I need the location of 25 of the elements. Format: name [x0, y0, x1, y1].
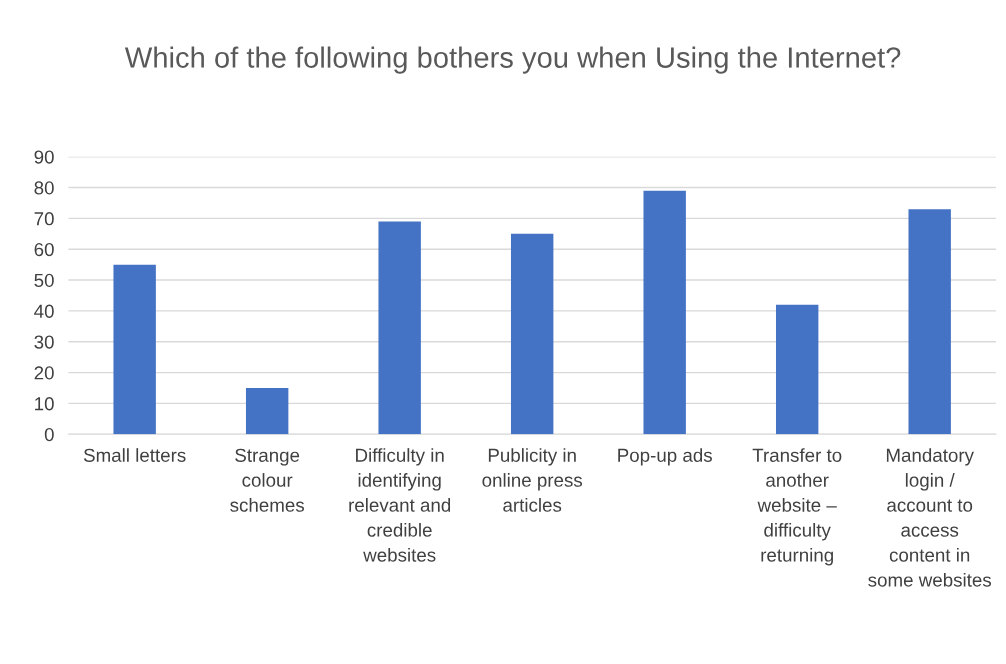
y-tick-label: 0	[44, 427, 54, 442]
y-tick-label: 90	[34, 150, 54, 164]
y-tick-label: 20	[34, 366, 54, 380]
bar	[775, 304, 819, 435]
bar	[378, 221, 421, 435]
bar	[245, 388, 289, 435]
y-tick-label: 70	[34, 212, 54, 226]
y-tick-label: 60	[34, 242, 54, 257]
bar	[510, 233, 554, 435]
y-tick-label: 40	[34, 304, 54, 318]
chart-title: Which of the following bothers you when Using the Internet?	[124, 46, 901, 74]
y-tick-label: 50	[34, 273, 54, 288]
x-tick-label: Small letters	[83, 448, 186, 462]
x-tick-label: Transfer to another website – difficulty returning	[752, 448, 842, 566]
y-tick-label: 10	[35, 397, 54, 411]
x-tick-label: Strange colour schemes	[230, 448, 304, 512]
y-tick-label: 30	[34, 335, 54, 349]
bar	[908, 209, 951, 435]
x-tick-label: Pop-up ads	[618, 448, 712, 466]
bar	[643, 190, 686, 435]
x-tick-label: Difficulty in identifying relevant and credible websites	[349, 448, 451, 562]
x-tick-label: Mandatory login / account to access content in some websites	[868, 448, 992, 587]
bar	[113, 264, 156, 435]
y-tick-label: 80	[34, 181, 54, 195]
x-tick-label: Publicity in online press articles	[482, 448, 583, 512]
